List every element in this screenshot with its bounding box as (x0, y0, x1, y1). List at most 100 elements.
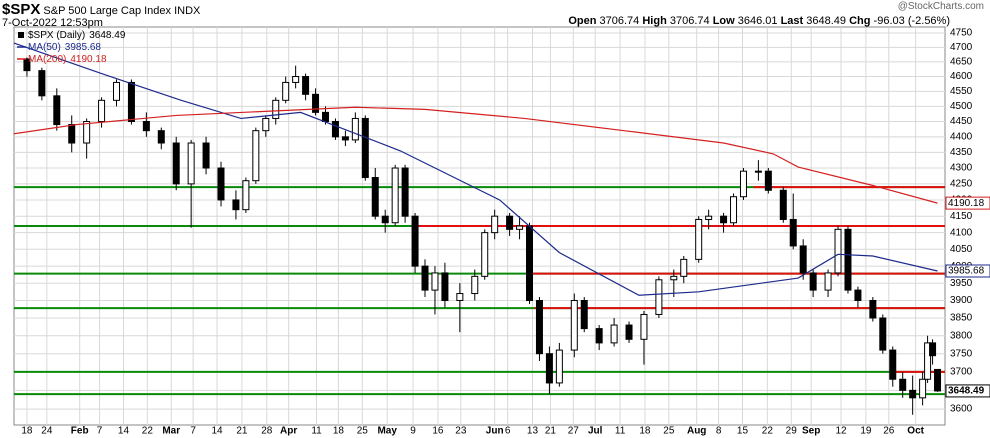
y-tick-label: 3850 (950, 313, 973, 324)
value-tag-label: 3648.49 (948, 386, 985, 397)
ma-line (13, 106, 938, 204)
value-tag (945, 384, 990, 398)
x-tick-label: 7 (190, 426, 196, 437)
candle-body (471, 275, 479, 295)
candle-body (730, 196, 738, 224)
candle-body (113, 81, 121, 101)
stats: Open 3706.74 High 3706.74 Low 3646.01 La… (568, 15, 950, 27)
y-tick-label: 4050 (950, 244, 973, 255)
candle-body (720, 215, 728, 224)
candle-body (232, 199, 240, 211)
legend-entry: $SPX (Daily) 3648.49 (28, 30, 126, 41)
candle-body (282, 81, 290, 101)
x-tick-label: Mar (162, 426, 180, 437)
watermark: @StockCharts.com (897, 1, 984, 12)
candle-body (292, 76, 300, 83)
candle-body (23, 58, 31, 72)
candle-body (411, 215, 419, 267)
y-tick-label: 4700 (950, 42, 973, 53)
ma-line (13, 42, 938, 296)
candle-body (351, 117, 359, 141)
x-tick-label: 23 (455, 426, 467, 437)
candle-body (834, 228, 842, 274)
x-tick-label: Feb (71, 426, 89, 437)
candle-body (252, 130, 260, 182)
y-tick-label: 4650 (950, 56, 973, 67)
x-tick-label: Apr (280, 426, 297, 437)
candle-body (38, 70, 46, 97)
candle-body (789, 218, 797, 247)
candle-body (929, 342, 937, 357)
title: $SPX S&P 500 Large Cap Index INDX (2, 1, 200, 18)
legend-name: MA(50) (28, 42, 61, 53)
value-tag-label: 4190.18 (948, 198, 985, 209)
y-tick-label: 3950 (950, 278, 973, 289)
candle-body (481, 232, 489, 277)
candle-body (172, 142, 180, 185)
y-tick-label: 4150 (950, 211, 973, 222)
x-tick-label: 28 (261, 426, 273, 437)
candle-body (53, 95, 61, 126)
candle-body (202, 142, 210, 169)
legend-name: MA(200) (28, 54, 66, 65)
candle-body (312, 93, 320, 113)
candle-body (854, 289, 862, 301)
x-tick-label: 25 (663, 426, 675, 437)
candle-body (68, 124, 76, 144)
candle-body (506, 215, 514, 230)
candle-body (640, 313, 648, 340)
candle-body (799, 245, 807, 274)
stat-label: Last (780, 15, 804, 27)
candle-body (381, 215, 389, 224)
x-tick-label: 24 (41, 426, 53, 437)
candle-body (421, 265, 429, 291)
name: S&P 500 Large Cap Index (43, 5, 172, 17)
candle-body (869, 299, 877, 319)
exchange: INDX (174, 5, 201, 17)
y-tick-label: 4600 (950, 71, 973, 82)
legend-value: 3985.68 (65, 42, 102, 53)
candle-body (764, 170, 772, 191)
candle-body (361, 117, 369, 179)
candle-body (526, 225, 534, 301)
candle-body (680, 258, 688, 277)
legend-entry: MA(50) 3985.68 (28, 42, 101, 53)
candle-body (371, 177, 379, 217)
x-tick-label: 29 (786, 426, 798, 437)
y-tick-label: 4300 (950, 163, 973, 174)
stat-value: 3706.74 (599, 15, 640, 27)
x-tick-label: 12 (835, 426, 847, 437)
candle-body (321, 111, 329, 122)
candle-body (899, 378, 907, 391)
candle-body (302, 76, 310, 95)
candle-body (570, 299, 578, 351)
x-tick-label: Jul (588, 426, 603, 437)
y-tick-label: 3900 (950, 295, 973, 306)
y-tick-label: 4500 (950, 101, 973, 112)
candle-body (625, 324, 633, 340)
candle-body (580, 299, 588, 330)
y-tick-label: 4250 (950, 179, 973, 190)
stat-value: -96.03 (873, 15, 905, 27)
x-tick-label: Sep (802, 426, 820, 437)
x-tick-label: 8 (716, 426, 722, 437)
candle-body (187, 142, 195, 185)
candle-body (670, 275, 678, 281)
legend-swatch (18, 32, 24, 38)
candle-body (83, 120, 91, 144)
x-tick-label: Jun (486, 426, 504, 437)
value-tag (945, 264, 990, 278)
candle-body (924, 342, 932, 380)
candle-body (142, 120, 150, 132)
candle-body (824, 272, 832, 291)
candle-body (401, 167, 409, 217)
candle-body (705, 215, 713, 220)
x-tick-label: 26 (883, 426, 895, 437)
x-tick-label: 15 (737, 426, 749, 437)
candle-body (516, 225, 524, 230)
candle-body (98, 99, 106, 122)
candle-body (242, 180, 250, 211)
x-tick-label: 7 (97, 426, 103, 437)
